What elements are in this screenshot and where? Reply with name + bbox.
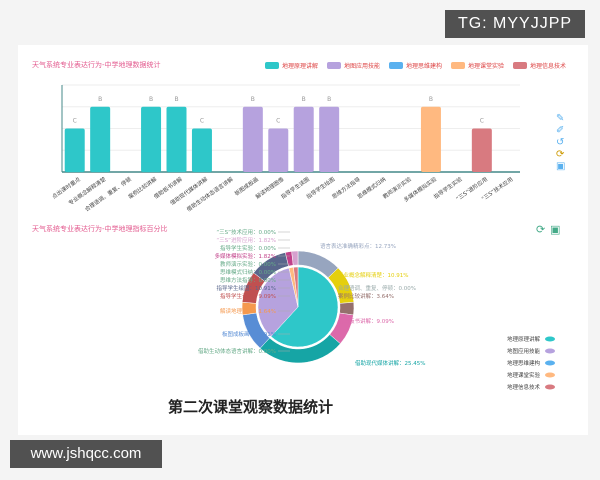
pie-chart-title: 天气系统专业表达行为-中学地理指标百分比: [32, 224, 168, 233]
watermark-top: TG: MYYJJPP: [445, 10, 585, 38]
dashboard-card: 天气系统专业表达行为-中学地理数据统计 地理原理讲解 地图应用技能 地理思维建构 地理课…: [18, 45, 588, 435]
save-icon[interactable]: ▣: [556, 161, 565, 172]
save-icon[interactable]: ▣: [550, 223, 560, 236]
pie-data-label: 思维模式归纳：0.00%: [220, 268, 276, 276]
legend-swatch: [451, 62, 465, 69]
bar-data-label: B: [174, 96, 178, 103]
bar-data-label: B: [429, 96, 433, 103]
legend-label[interactable]: 地理原理讲解: [282, 62, 318, 70]
pie-data-label: 指导学生实验：0.00%: [220, 244, 276, 252]
pie-legend-swatch: [545, 372, 555, 378]
inner-slice: [270, 266, 339, 348]
pie-data-label: 合理语调、重复、停顿：0.00%: [338, 284, 416, 292]
pie-data-label: “三S”技术应用：0.00%: [216, 228, 276, 236]
pie-data-label: 教师演示实验：0.00%: [220, 260, 276, 268]
x-tick-label: 合理语调、重复、停顿: [83, 175, 133, 213]
pen-icon[interactable]: ✎: [556, 113, 564, 124]
inner-slice: [257, 267, 299, 337]
bar-data-label: C: [200, 118, 204, 125]
bar: [64, 128, 85, 172]
pie-legend-swatch: [545, 360, 555, 366]
bar: [293, 106, 314, 172]
legend-label[interactable]: 地理思维建构: [406, 62, 442, 70]
pie-data-label: 板图成板画：10.91%: [222, 330, 276, 338]
bar-data-label: C: [73, 118, 77, 125]
bar-data-label: C: [480, 118, 484, 125]
legend-swatch: [389, 62, 403, 69]
pie-legend-swatch: [545, 348, 555, 354]
bar-data-label: B: [98, 96, 102, 103]
outer-slice: [291, 250, 299, 266]
pie-legend-label[interactable]: 地理课堂实验: [507, 371, 541, 379]
pie-data-label: 解读地理图像：1.64%: [220, 307, 276, 315]
bar-data-label: B: [302, 96, 306, 103]
legend-swatch: [327, 62, 341, 69]
bar: [90, 106, 111, 172]
bar-data-label: C: [276, 118, 280, 125]
pie-legend-label[interactable]: 地理原理讲解: [507, 335, 541, 343]
redo-icon[interactable]: ↺: [556, 137, 564, 148]
caption: 第二次课堂观察数据统计: [168, 398, 334, 416]
pie-data-label: “三S”进阶应用：1.82%: [216, 236, 276, 244]
pie-data-label: 借助生动体态语言讲解：0.00%: [198, 347, 276, 355]
bar: [191, 128, 212, 172]
charts-svg: 天气系统专业表达行为-中学地理数据统计 地理原理讲解 地图应用技能 地理思维建构 地理课…: [32, 60, 566, 391]
pie-legend-label[interactable]: 地理信息技术: [507, 383, 541, 391]
bar-data-label: B: [149, 96, 153, 103]
refresh-icon[interactable]: ⟳: [536, 223, 545, 236]
bar: [166, 106, 187, 172]
pie-data-label: 专业概念解释清楚：10.91%: [338, 271, 408, 279]
pie-data-label: 借助板书讲解：9.09%: [338, 317, 394, 325]
pie-data-label: 指导学生绘图：10.91%: [217, 284, 276, 292]
pie-data-label: 语言表达准确精彩点：12.73%: [320, 242, 396, 250]
watermark-bottom: www.jshqcc.com: [10, 440, 162, 468]
pie-legend-label[interactable]: 地理思维建构: [507, 359, 541, 367]
bar-data-label: B: [327, 96, 331, 103]
bar: [242, 106, 263, 172]
bar: [471, 128, 492, 172]
legend-label[interactable]: 地理信息技术: [530, 62, 566, 70]
legend-swatch: [513, 62, 527, 69]
bar: [420, 106, 441, 172]
pie-data-label: 思维方法指导：0.00%: [220, 276, 276, 284]
legend-swatch: [265, 62, 279, 69]
bar: [268, 128, 289, 172]
refresh-icon[interactable]: ⟳: [556, 149, 565, 160]
pie-data-label: 指导学生读图：9.09%: [220, 292, 276, 300]
bar-data-label: B: [251, 96, 255, 103]
legend-label[interactable]: 地图应用技能: [344, 62, 380, 70]
bar: [141, 106, 162, 172]
inner-slice: [293, 266, 299, 308]
legend-label[interactable]: 地理课堂实验: [468, 62, 504, 70]
bar-chart-title: 天气系统专业表达行为-中学地理数据统计: [32, 60, 161, 69]
pie-legend-swatch: [545, 384, 555, 390]
undo-icon[interactable]: ✐: [556, 125, 564, 136]
pie-legend-swatch: [545, 336, 555, 342]
pie-data-label: 借助现代媒体讲解：25.45%: [355, 359, 425, 367]
bar: [319, 106, 340, 172]
pie-data-label: 多媒体模拟实验：1.82%: [215, 252, 276, 260]
pie-legend-label[interactable]: 地图应用技能: [507, 347, 541, 355]
x-tick-label: 借助生动体态语言讲解: [185, 175, 235, 213]
pie-data-label: 案例比较讲解：3.64%: [338, 292, 394, 300]
